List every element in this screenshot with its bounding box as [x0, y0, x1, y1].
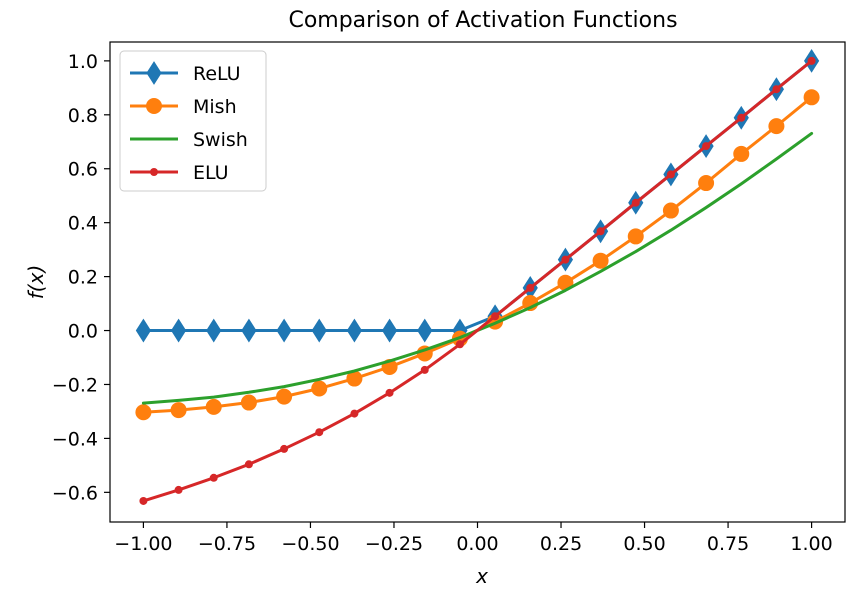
data-point-elu: [385, 388, 394, 397]
y-tick-label: 0.0: [68, 321, 98, 343]
legend-marker-elu: [150, 168, 158, 176]
data-point-mish: [592, 252, 609, 269]
data-point-elu: [491, 312, 500, 321]
data-point-relu: [276, 318, 292, 343]
y-tick-label: 0.2: [68, 267, 98, 289]
data-point-mish: [768, 118, 785, 135]
legend-label-elu: ELU: [193, 162, 229, 184]
data-point-mish: [135, 404, 152, 421]
data-point-relu: [311, 318, 327, 343]
data-point-elu: [737, 113, 746, 122]
data-point-mish: [346, 370, 363, 387]
y-tick-label: −0.6: [52, 482, 98, 504]
data-point-elu: [280, 444, 289, 453]
series-line-elu: [141, 59, 814, 503]
legend-entry-relu: ReLU: [130, 61, 241, 85]
data-point-elu: [350, 409, 359, 418]
data-point-elu: [455, 340, 464, 349]
data-point-elu: [596, 227, 605, 236]
data-point-elu: [807, 56, 816, 65]
data-point-elu: [315, 428, 324, 437]
legend-marker-mish: [146, 98, 162, 114]
y-tick-label: −0.4: [52, 428, 98, 450]
y-tick-label: 0.6: [68, 159, 98, 181]
legend-marker-relu: [146, 61, 162, 85]
legend-label-relu: ReLU: [193, 63, 241, 85]
data-point-elu: [772, 85, 781, 94]
y-tick-label: −0.2: [52, 374, 98, 396]
data-point-mish: [240, 394, 257, 411]
data-point-elu: [702, 142, 711, 151]
data-point-mish: [698, 175, 715, 192]
data-point-mish: [662, 202, 679, 219]
y-tick-label: 0.8: [68, 105, 98, 127]
data-point-elu: [244, 460, 253, 469]
data-point-elu: [209, 473, 218, 482]
data-point-elu: [526, 283, 535, 292]
data-point-relu: [241, 318, 257, 343]
chart-title: Comparison of Activation Functions: [288, 8, 677, 33]
legend-label-mish: Mish: [193, 96, 237, 118]
series-elu: [139, 56, 816, 505]
legend-entries: ReLU Mish Swish ELU: [130, 61, 248, 184]
x-axis-label: x: [475, 564, 488, 588]
data-point-mish: [205, 398, 222, 415]
x-tick-label: −0.50: [281, 533, 339, 555]
data-point-elu: [631, 198, 640, 207]
data-point-relu: [417, 318, 433, 343]
data-point-mish: [311, 380, 328, 397]
data-point-elu: [139, 496, 148, 505]
x-tick-label: 0.25: [540, 533, 582, 555]
legend-entry-swish: Swish: [130, 129, 248, 151]
data-point-mish: [733, 145, 750, 162]
legend-entry-elu: ELU: [130, 162, 229, 184]
data-point-relu: [346, 318, 363, 343]
y-tick-label: 0.4: [68, 213, 98, 235]
x-axis-ticks: −1.00 −0.75 −0.50 −0.25 0.00 0.25 0.50 0.75 1.00: [114, 522, 833, 555]
y-tick-label: 1.0: [68, 51, 98, 73]
legend-label-swish: Swish: [193, 129, 248, 151]
data-point-relu: [135, 318, 152, 343]
data-point-mish: [276, 388, 293, 405]
data-point-relu: [206, 318, 222, 343]
x-tick-label: 0.50: [623, 533, 665, 555]
legend-entry-mish: Mish: [130, 96, 237, 118]
legend: ReLU Mish Swish ELU: [119, 50, 267, 192]
data-point-elu: [561, 255, 570, 264]
data-point-elu: [174, 485, 183, 494]
x-tick-label: 1.00: [790, 533, 832, 555]
data-point-mish: [803, 89, 820, 106]
x-tick-label: 0.00: [456, 533, 498, 555]
x-tick-label: 0.75: [707, 533, 749, 555]
data-point-mish: [170, 402, 187, 419]
data-point-mish: [627, 228, 644, 245]
y-axis-label: f(x): [24, 265, 48, 299]
y-axis-ticks: −0.6 −0.4 −0.2 0.0 0.2 0.4 0.6 0.8 1.0: [52, 51, 110, 504]
x-tick-label: −0.75: [198, 533, 256, 555]
x-tick-label: −1.00: [114, 533, 172, 555]
data-point-elu: [420, 365, 429, 374]
x-tick-label: −0.25: [365, 533, 423, 555]
legend-box: [119, 50, 267, 192]
data-point-elu: [666, 170, 675, 179]
data-point-relu: [381, 318, 398, 343]
plot-area: [135, 48, 820, 505]
series-layer: [135, 48, 820, 505]
data-point-relu: [170, 318, 187, 343]
